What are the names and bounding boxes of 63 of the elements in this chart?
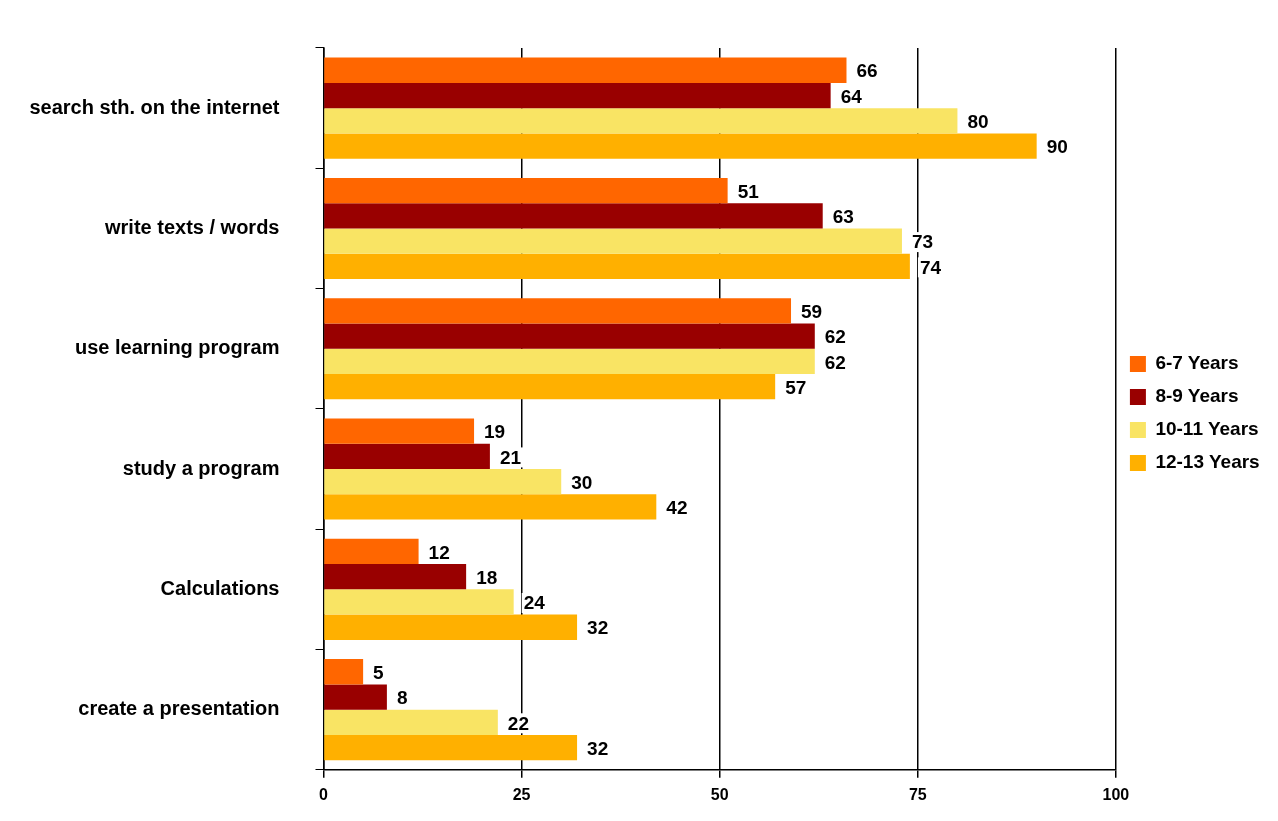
y-tick-label: study a program	[122, 456, 280, 479]
data-label: 12	[428, 541, 450, 563]
bar	[324, 348, 815, 375]
data-label: 62	[824, 326, 846, 348]
bar	[324, 734, 578, 761]
data-label: 51	[737, 180, 760, 202]
legend-label: 10-11 Years	[1155, 418, 1259, 440]
bar	[324, 323, 815, 349]
bar	[324, 298, 792, 324]
x-tick-label: 50	[710, 785, 729, 803]
y-tick-label: Calculations	[160, 576, 280, 599]
data-label: 62	[824, 351, 846, 373]
bar	[324, 108, 958, 134]
data-label: 22	[507, 712, 529, 734]
data-label: 30	[571, 471, 593, 493]
bar	[324, 659, 364, 685]
data-label: 18	[476, 566, 498, 588]
bar	[324, 494, 657, 520]
bar	[324, 177, 728, 204]
data-label: 59	[801, 301, 823, 323]
data-label: 66	[856, 60, 878, 82]
data-label: 5	[373, 661, 385, 683]
bar	[324, 418, 475, 444]
data-label: 64	[840, 85, 863, 107]
bar	[324, 469, 562, 495]
data-label: 32	[587, 617, 609, 639]
bar	[324, 709, 498, 735]
bar	[324, 203, 823, 229]
bar	[324, 443, 490, 470]
y-tick-label: search sth. on the internet	[29, 95, 280, 118]
bar	[324, 538, 419, 565]
data-label: 21	[499, 446, 522, 468]
y-tick-label: write texts / words	[104, 215, 280, 238]
legend-label: 12-13 Years	[1155, 451, 1260, 473]
y-tick-label: use learning program	[75, 336, 280, 359]
data-label: 74	[919, 256, 942, 278]
legend-label: 8-9 Years	[1155, 385, 1239, 407]
data-label: 90	[1046, 136, 1068, 158]
bar	[324, 614, 578, 640]
data-label: 80	[967, 111, 989, 133]
y-tick-label: create a presentation	[78, 697, 280, 720]
data-label: 63	[832, 206, 854, 228]
bar	[324, 228, 902, 254]
data-label: 19	[484, 421, 506, 443]
bar	[324, 133, 1037, 159]
x-tick-label: 25	[512, 785, 531, 803]
data-label: 57	[785, 376, 807, 398]
data-label: 8	[396, 687, 408, 709]
x-tick-label: 0	[319, 785, 329, 803]
data-label: 73	[911, 231, 934, 253]
bar	[324, 82, 831, 109]
bar	[324, 684, 387, 710]
bar	[324, 253, 910, 279]
x-tick-label: 75	[908, 785, 927, 803]
bar	[324, 564, 467, 590]
data-label: 24	[523, 592, 546, 614]
bar	[324, 57, 847, 83]
legend-label: 6-7 Years	[1155, 352, 1239, 374]
bar	[324, 374, 776, 400]
bar	[324, 589, 514, 615]
data-label: 32	[587, 737, 609, 759]
data-label: 42	[666, 497, 688, 519]
x-tick-label: 100	[1102, 785, 1130, 803]
